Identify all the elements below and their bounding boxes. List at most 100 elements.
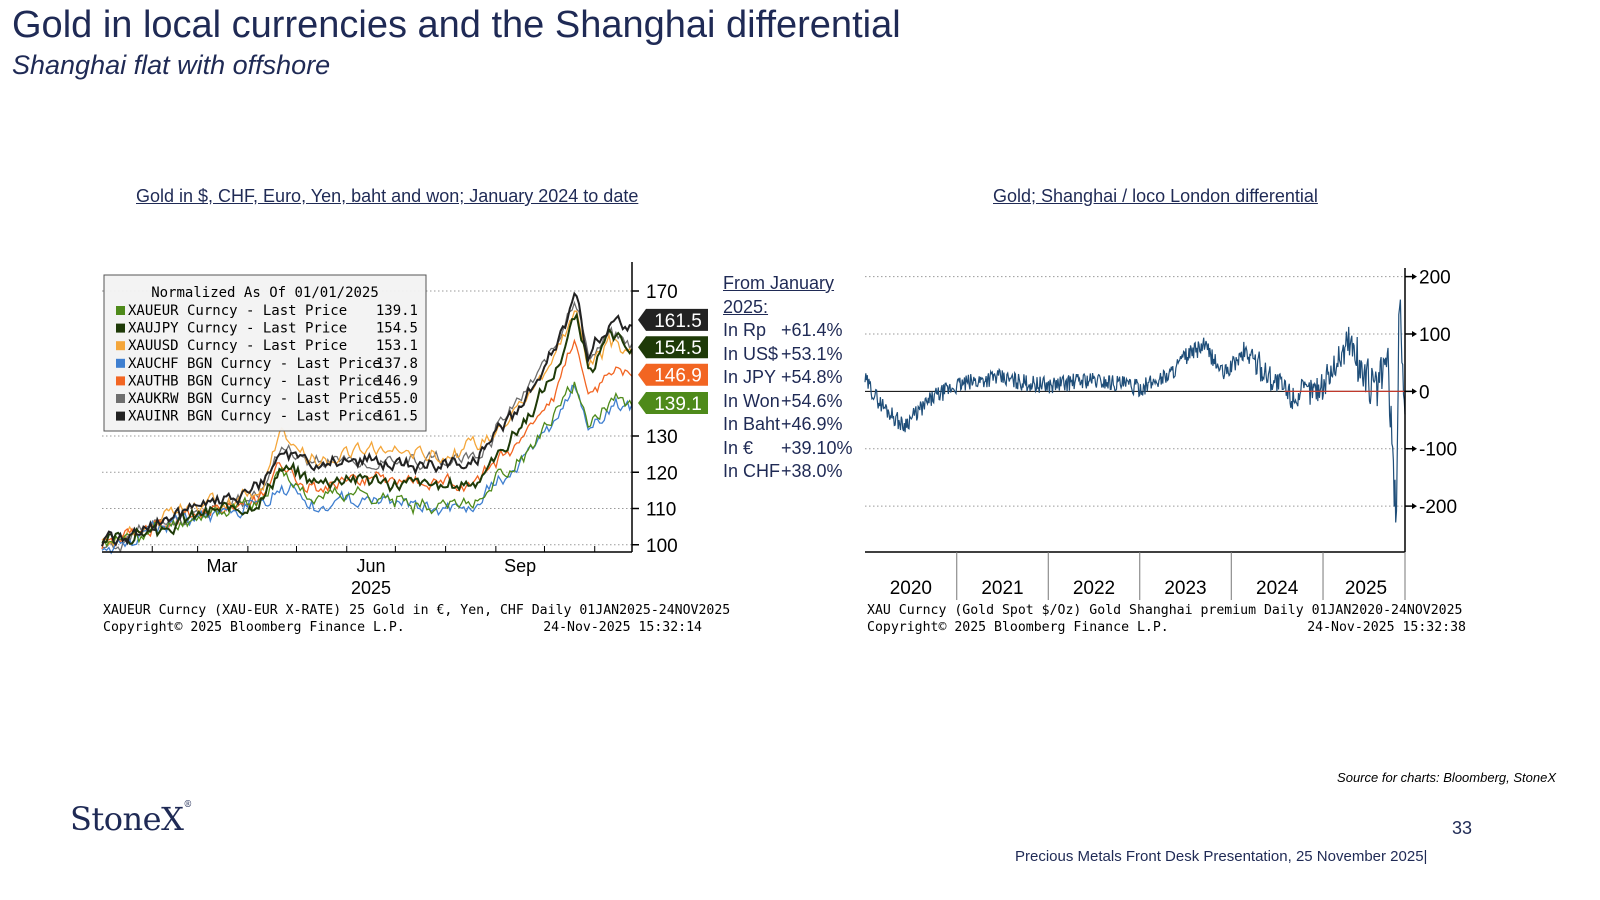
left-legend-series-name: XAUJPY Curncy - Last Price bbox=[128, 321, 347, 337]
left-legend-series-value: 154.5 bbox=[376, 321, 418, 337]
left-legend-swatch bbox=[116, 411, 125, 421]
page-title: Gold in local currencies and the Shangha… bbox=[12, 4, 901, 46]
left-legend-swatch bbox=[116, 394, 125, 403]
right-y-tick-label: 100 bbox=[1419, 325, 1451, 346]
left-chart-caption: Gold in $, CHF, Euro, Yen, baht and won;… bbox=[136, 186, 639, 206]
ytd-change-currency: In € bbox=[723, 437, 754, 458]
left-legend-series-value: 155.0 bbox=[376, 391, 418, 407]
right-chart-footer-timestamp: 24-Nov-2025 15:32:38 bbox=[1307, 620, 1466, 635]
left-end-label: 139.1 bbox=[638, 392, 708, 415]
left-legend-series-name: XAUKRW BGN Curncy - Last Price bbox=[128, 391, 381, 407]
ytd-change-value: +46.9% bbox=[781, 414, 843, 434]
left-legend-series-name: XAUEUR Curncy - Last Price bbox=[128, 303, 347, 319]
right-x-tick-label: 2025 bbox=[1345, 578, 1387, 599]
ytd-change-row: In Won +54.6% bbox=[723, 390, 853, 414]
right-y-tick-marker bbox=[1412, 388, 1417, 395]
left-chart-footer-timestamp: 24-Nov-2025 15:32:14 bbox=[543, 620, 702, 635]
left-end-label-value: 139.1 bbox=[654, 394, 702, 415]
right-x-tick-label: 2022 bbox=[1073, 578, 1115, 599]
right-chart-series bbox=[864, 299, 1406, 523]
left-legend-series-value: 137.8 bbox=[376, 356, 418, 372]
left-chart-footer-line1: XAUEUR Curncy (XAU-EUR X-RATE) 25 Gold i… bbox=[103, 603, 730, 618]
left-legend-series-value: 161.5 bbox=[376, 409, 418, 425]
right-x-tick-label: 2021 bbox=[981, 578, 1023, 599]
right-chart-footer-line1: XAU Curncy (Gold Spot $/Oz) Gold Shangha… bbox=[867, 603, 1462, 618]
left-legend-swatch bbox=[116, 306, 125, 315]
left-y-tick-label: 100 bbox=[646, 536, 678, 557]
right-y-tick-marker bbox=[1412, 445, 1417, 452]
left-y-tick-label: 120 bbox=[646, 463, 678, 484]
left-legend-series-value: 146.9 bbox=[376, 373, 418, 389]
left-legend-swatch bbox=[116, 358, 125, 368]
left-x-tick-label: Sep bbox=[504, 556, 536, 576]
left-y-tick-label: 170 bbox=[646, 282, 678, 303]
ytd-change-value: +39.10% bbox=[781, 437, 853, 458]
left-x-year-label: 2025 bbox=[351, 578, 391, 598]
left-legend-swatch bbox=[116, 323, 125, 333]
left-y-tick-label: 110 bbox=[646, 500, 676, 521]
right-y-tick-label: 200 bbox=[1419, 268, 1451, 289]
source-note: Source for charts: Bloomberg, StoneX bbox=[1337, 770, 1556, 785]
left-chart-axes: 100 110 120 130 170 Mar Jun Sep 2025 bbox=[102, 262, 678, 598]
left-chart-footer-copyright: Copyright© 2025 Bloomberg Finance L.P. bbox=[103, 620, 405, 635]
presentation-footer: Precious Metals Front Desk Presentation,… bbox=[1015, 848, 1428, 865]
left-end-label-box bbox=[638, 392, 708, 415]
right-y-tick-label: 0 bbox=[1419, 382, 1430, 403]
left-legend-series-name: XAUUSD Curncy - Last Price bbox=[128, 338, 347, 354]
left-end-label-value: 161.5 bbox=[654, 311, 702, 332]
left-end-label: 161.5 bbox=[638, 308, 708, 332]
left-series-line bbox=[101, 291, 633, 547]
left-x-tick-label: Jun bbox=[357, 556, 386, 576]
page-number: 33 bbox=[1452, 818, 1473, 838]
page-subtitle: Shanghai flat with offshore bbox=[12, 50, 331, 80]
ytd-change-note: From January 2025: In Rp +61.4% In US$ +53.… bbox=[723, 272, 853, 484]
ytd-change-value: +54.8% bbox=[781, 367, 843, 387]
ytd-change-row: In US$ +53.1% bbox=[723, 343, 853, 367]
right-y-tick-label: -100 bbox=[1419, 440, 1457, 461]
logo-mark: ® bbox=[183, 800, 192, 810]
right-series-line bbox=[864, 299, 1406, 523]
ytd-change-value: +53.1% bbox=[781, 343, 843, 364]
left-end-label: 146.9 bbox=[638, 363, 708, 387]
left-y-tick-label: 130 bbox=[646, 427, 678, 448]
left-series-line bbox=[101, 381, 633, 548]
left-chart-legend: Normalized As Of 01/01/2025 XAUEUR Curncy… bbox=[103, 274, 427, 432]
left-end-label-box bbox=[638, 363, 708, 386]
ytd-change-value: +61.4% bbox=[781, 320, 843, 340]
ytd-change-heading: From January 2025: bbox=[723, 273, 835, 317]
ytd-change-row: In Baht +46.9% bbox=[723, 413, 853, 437]
right-chart-caption: Gold; Shanghai / loco London differentia… bbox=[993, 186, 1318, 206]
ytd-change-currency: In CHF bbox=[723, 461, 781, 481]
left-legend-series-name: XAUCHF BGN Curncy - Last Price bbox=[128, 356, 381, 372]
left-end-label-value: 146.9 bbox=[654, 366, 702, 387]
left-series-line bbox=[101, 311, 633, 545]
stonex-logo: StoneX® bbox=[70, 800, 192, 838]
ytd-change-value: +54.6% bbox=[781, 390, 843, 411]
left-series-line bbox=[101, 384, 633, 555]
right-y-tick-marker bbox=[1412, 273, 1417, 280]
ytd-change-row: In JPY +54.8% bbox=[723, 366, 853, 390]
left-end-label: 154.5 bbox=[638, 336, 708, 359]
ytd-change-currency: In US$ bbox=[723, 343, 779, 364]
ytd-change-row: In € +39.10% bbox=[723, 437, 853, 461]
ytd-change-list: In Rp +61.4% In US$ +53.1% In JPY +54.8% In Wo… bbox=[723, 319, 853, 484]
right-x-tick-label: 2023 bbox=[1164, 578, 1206, 599]
ytd-change-row: In CHF +38.0% bbox=[723, 460, 853, 484]
left-end-label-box bbox=[638, 308, 708, 331]
right-chart-axes: 200 100 0 -100 -200 2020 2021 2022 2023 2024 2025 bbox=[865, 268, 1457, 600]
left-legend-series-value: 139.1 bbox=[376, 303, 418, 319]
ytd-change-currency: In Rp bbox=[723, 320, 767, 340]
left-chart-end-labels: 161.5 154.5 146.9 139.1 bbox=[638, 308, 708, 415]
ytd-change-currency: In Baht bbox=[723, 414, 781, 434]
ytd-change-currency: In Won bbox=[723, 390, 780, 411]
right-y-tick-marker bbox=[1412, 330, 1417, 337]
logo-text: StoneX bbox=[70, 800, 184, 838]
right-x-tick-label: 2024 bbox=[1256, 578, 1299, 599]
left-x-tick-label: Mar bbox=[206, 556, 237, 576]
right-y-tick-marker bbox=[1412, 503, 1417, 510]
ytd-change-row: In Rp +61.4% bbox=[723, 319, 853, 343]
left-legend-swatch bbox=[116, 376, 125, 386]
ytd-change-currency: In JPY bbox=[723, 367, 777, 387]
